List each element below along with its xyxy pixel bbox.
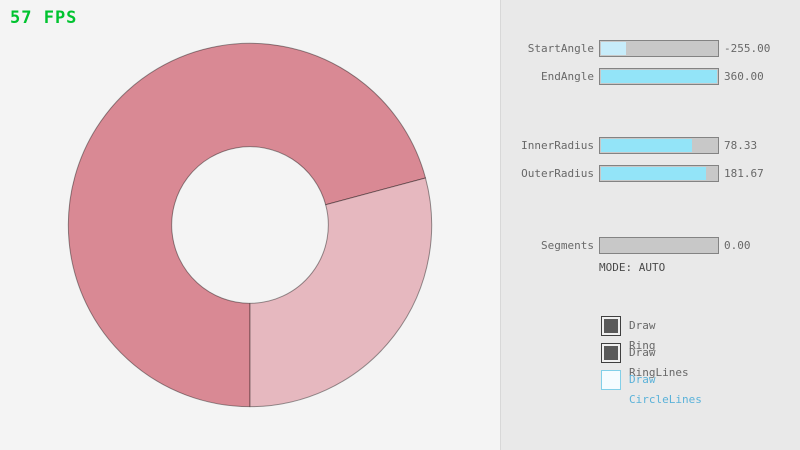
draw-circlelines-checkbox[interactable] — [601, 370, 621, 390]
draw-circlelines-label: Draw CircleLines — [629, 373, 702, 406]
outerradius-label: OuterRadius — [521, 167, 594, 180]
slider-row-endangle: EndAngle 360.00 — [501, 68, 800, 85]
slider-fill — [601, 42, 627, 55]
slider-row-outerradius: OuterRadius 181.67 — [501, 165, 800, 182]
innerradius-value: 78.33 — [724, 139, 758, 152]
draw-ring-checkbox[interactable] — [601, 316, 621, 336]
control-panel: StartAngle -255.00 EndAngle 360.00 Inner… — [500, 0, 800, 450]
startangle-slider[interactable] — [599, 40, 719, 57]
checkbox-fill — [604, 319, 618, 333]
slider-fill — [601, 167, 707, 180]
slider-fill — [601, 70, 717, 83]
endangle-slider[interactable] — [599, 68, 719, 85]
draw-ringlines-label: Draw RingLines — [629, 346, 689, 379]
segments-mode-text: MODE: AUTO — [599, 261, 666, 274]
endangle-value: 360.00 — [724, 70, 764, 83]
slider-row-startangle: StartAngle -255.00 — [501, 40, 800, 57]
slider-fill — [601, 139, 692, 152]
slider-row-innerradius: InnerRadius 78.33 — [501, 137, 800, 154]
segments-slider[interactable] — [599, 237, 719, 254]
checkbox-fill — [604, 346, 618, 360]
innerradius-slider[interactable] — [599, 137, 719, 154]
endangle-label: EndAngle — [541, 70, 594, 83]
draw-ringlines-checkbox[interactable] — [601, 343, 621, 363]
checkbox-fill — [604, 373, 618, 387]
slider-row-segments: Segments 0.00 — [501, 237, 800, 254]
draw-ring-label: Draw Ring — [629, 319, 656, 352]
startangle-label: StartAngle — [527, 42, 594, 55]
outerradius-value: 181.67 — [724, 167, 764, 180]
segments-label: Segments — [541, 239, 594, 252]
outerradius-slider[interactable] — [599, 165, 719, 182]
fps-counter: 57 FPS — [10, 8, 78, 28]
startangle-value: -255.00 — [724, 42, 771, 55]
innerradius-label: InnerRadius — [521, 139, 594, 152]
segments-value: 0.00 — [724, 239, 751, 252]
